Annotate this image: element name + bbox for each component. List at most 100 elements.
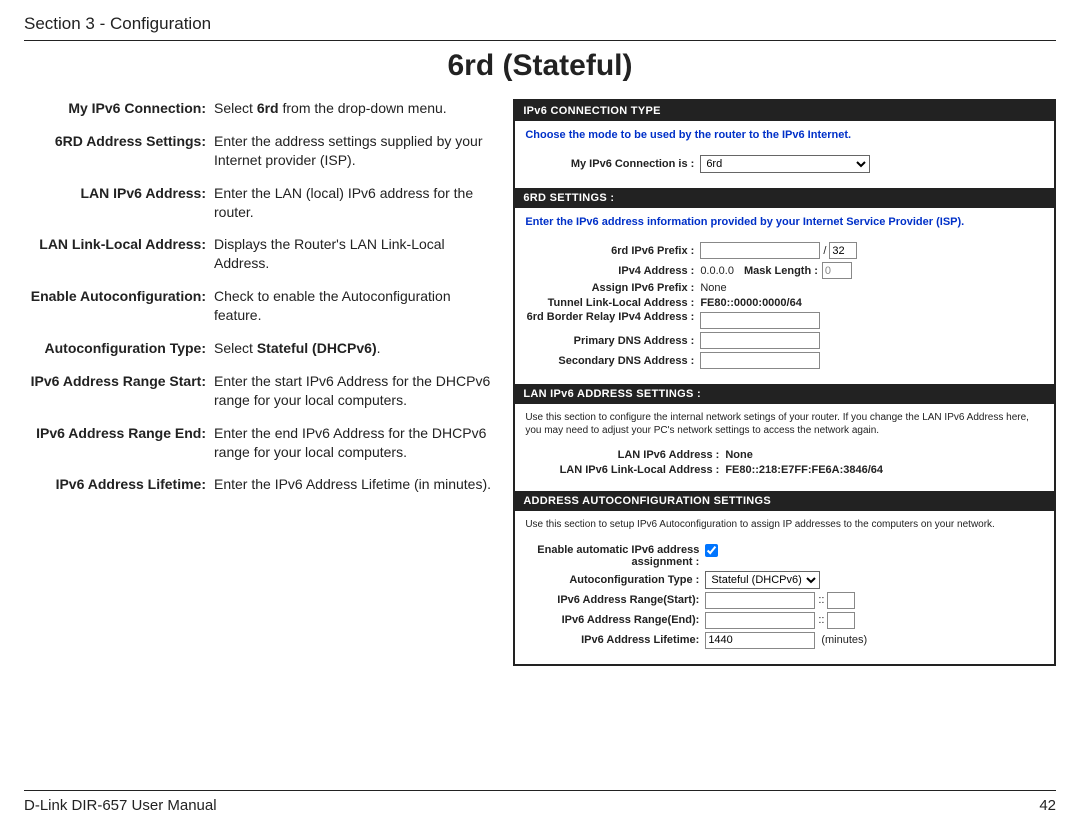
label-lan-ipv6: LAN IPv6 Address : (525, 449, 725, 461)
txt: from the drop-down menu. (279, 100, 447, 116)
def-autoconfig-type: Autoconfiguration Type: Select Stateful … (24, 339, 499, 358)
def-text: Displays the Router's LAN Link-Local Add… (214, 235, 499, 273)
label-6rd-prefix: 6rd IPv6 Prefix : (525, 245, 700, 257)
lan-note: Use this section to configure the intern… (525, 412, 1044, 437)
range-sep: :: (818, 594, 824, 606)
def-text: Enter the LAN (local) IPv6 address for t… (214, 184, 499, 222)
definitions-column: My IPv6 Connection: Select 6rd from the … (24, 99, 499, 666)
value-ipv4: 0.0.0.0 (700, 265, 734, 277)
value-lan-link-local: FE80::218:E7FF:FE6A:3846/64 (725, 464, 883, 476)
label-tunnel: Tunnel Link-Local Address : (525, 297, 700, 309)
select-autoconfig-type[interactable]: Stateful (DHCPv6) (705, 571, 820, 589)
content-area: My IPv6 Connection: Select 6rd from the … (24, 99, 1056, 666)
panel-body-lan-settings: Use this section to configure the intern… (515, 404, 1054, 491)
lifetime-unit: (minutes) (821, 634, 867, 646)
input-primary-dns[interactable] (700, 332, 820, 349)
config-panel: IPv6 CONNECTION TYPE Choose the mode to … (513, 99, 1056, 666)
panel-body-6rd-settings: Enter the IPv6 address information provi… (515, 208, 1054, 384)
input-range-end-a[interactable] (705, 612, 815, 629)
def-text: Enter the address settings supplied by y… (214, 132, 499, 170)
txt: . (377, 340, 381, 356)
def-lifetime: IPv6 Address Lifetime: Enter the IPv6 Ad… (24, 475, 499, 494)
label-autoconfig-type: Autoconfiguration Type : (525, 574, 705, 586)
def-label: IPv6 Address Range Start: (24, 372, 214, 410)
label-ipv6-connection: My IPv6 Connection is : (525, 158, 700, 170)
def-label: Autoconfiguration Type: (24, 339, 214, 358)
def-lan-ipv6-address: LAN IPv6 Address: Enter the LAN (local) … (24, 184, 499, 222)
txt-bold: Stateful (DHCPv6) (257, 340, 377, 356)
def-label: My IPv6 Connection: (24, 99, 214, 118)
label-lifetime: IPv6 Address Lifetime: (525, 634, 705, 646)
prefix-slash: / (823, 245, 826, 257)
def-label: Enable Autoconfiguration: (24, 287, 214, 325)
row-ipv4-address: IPv4 Address : 0.0.0.0 Mask Length : (525, 262, 1044, 279)
range-sep: :: (818, 614, 824, 626)
input-border-relay[interactable] (700, 312, 820, 329)
def-label: LAN Link-Local Address: (24, 235, 214, 273)
input-lifetime[interactable] (705, 632, 815, 649)
input-mask-length[interactable] (822, 262, 852, 279)
input-range-start-b[interactable] (827, 592, 855, 609)
def-text: Select Stateful (DHCPv6). (214, 339, 499, 358)
auto-note: Use this section to setup IPv6 Autoconfi… (525, 519, 1044, 532)
footer-left: D-Link DIR-657 User Manual (24, 797, 217, 814)
value-tunnel: FE80::0000:0000/64 (700, 297, 802, 309)
def-6rd-address-settings: 6RD Address Settings: Enter the address … (24, 132, 499, 170)
def-label: IPv6 Address Lifetime: (24, 475, 214, 494)
label-ipv4: IPv4 Address : (525, 265, 700, 277)
label-secondary-dns: Secondary DNS Address : (525, 355, 700, 367)
def-enable-autoconfig: Enable Autoconfiguration: Check to enabl… (24, 287, 499, 325)
panel-header-lan-settings: LAN IPv6 ADDRESS SETTINGS : (515, 384, 1054, 404)
row-ipv6-connection: My IPv6 Connection is : 6rd (525, 155, 1044, 173)
panel-body-connection-type: Choose the mode to be used by the router… (515, 121, 1054, 188)
txt: Select (214, 100, 257, 116)
def-my-ipv6-connection: My IPv6 Connection: Select 6rd from the … (24, 99, 499, 118)
input-range-start-a[interactable] (705, 592, 815, 609)
row-tunnel-link-local: Tunnel Link-Local Address : FE80::0000:0… (525, 297, 1044, 309)
input-6rd-prefix-len[interactable] (829, 242, 857, 259)
label-range-start: IPv6 Address Range(Start): (525, 594, 705, 606)
def-text: Enter the end IPv6 Address for the DHCPv… (214, 424, 499, 462)
label-assign-prefix: Assign IPv6 Prefix : (525, 282, 700, 294)
page-footer: D-Link DIR-657 User Manual 42 (24, 790, 1056, 814)
input-secondary-dns[interactable] (700, 352, 820, 369)
def-text: Check to enable the Autoconfiguration fe… (214, 287, 499, 325)
row-range-start: IPv6 Address Range(Start): :: (525, 592, 1044, 609)
value-lan-ipv6: None (725, 449, 753, 461)
row-range-end: IPv6 Address Range(End): :: (525, 612, 1044, 629)
label-lan-link-local: LAN IPv6 Link-Local Address : (525, 464, 725, 476)
def-range-end: IPv6 Address Range End: Enter the end IP… (24, 424, 499, 462)
label-primary-dns: Primary DNS Address : (525, 335, 700, 347)
row-lifetime: IPv6 Address Lifetime: (minutes) (525, 632, 1044, 649)
def-label: LAN IPv6 Address: (24, 184, 214, 222)
def-label: IPv6 Address Range End: (24, 424, 214, 462)
row-lan-link-local: LAN IPv6 Link-Local Address : FE80::218:… (525, 464, 1044, 476)
footer-page-number: 42 (1039, 797, 1056, 814)
row-secondary-dns: Secondary DNS Address : (525, 352, 1044, 369)
row-border-relay: 6rd Border Relay IPv4 Address : (525, 312, 1044, 329)
def-text: Enter the IPv6 Address Lifetime (in minu… (214, 475, 499, 494)
checkbox-enable-auto[interactable] (705, 544, 718, 557)
txt-bold: 6rd (257, 100, 279, 116)
label-range-end: IPv6 Address Range(End): (525, 614, 705, 626)
def-range-start: IPv6 Address Range Start: Enter the star… (24, 372, 499, 410)
row-lan-ipv6: LAN IPv6 Address : None (525, 449, 1044, 461)
panel-header-autoconfig: ADDRESS AUTOCONFIGURATION SETTINGS (515, 491, 1054, 511)
select-ipv6-connection[interactable]: 6rd (700, 155, 870, 173)
input-6rd-prefix[interactable] (700, 242, 820, 259)
row-enable-auto: Enable automatic IPv6 address assignment… (525, 544, 1044, 568)
input-range-end-b[interactable] (827, 612, 855, 629)
row-6rd-prefix: 6rd IPv6 Prefix : / (525, 242, 1044, 259)
panel-body-autoconfig: Use this section to setup IPv6 Autoconfi… (515, 511, 1054, 664)
def-text: Select 6rd from the drop-down menu. (214, 99, 499, 118)
row-primary-dns: Primary DNS Address : (525, 332, 1044, 349)
value-assign-prefix: None (700, 282, 726, 294)
conn-note: Choose the mode to be used by the router… (525, 129, 1044, 141)
def-text: Enter the start IPv6 Address for the DHC… (214, 372, 499, 410)
panel-header-6rd-settings: 6RD SETTINGS : (515, 188, 1054, 208)
row-assign-prefix: Assign IPv6 Prefix : None (525, 282, 1044, 294)
sixrd-note: Enter the IPv6 address information provi… (525, 216, 1044, 228)
label-enable-auto: Enable automatic IPv6 address assignment… (525, 544, 705, 568)
panel-header-connection-type: IPv6 CONNECTION TYPE (515, 101, 1054, 121)
def-lan-link-local: LAN Link-Local Address: Displays the Rou… (24, 235, 499, 273)
